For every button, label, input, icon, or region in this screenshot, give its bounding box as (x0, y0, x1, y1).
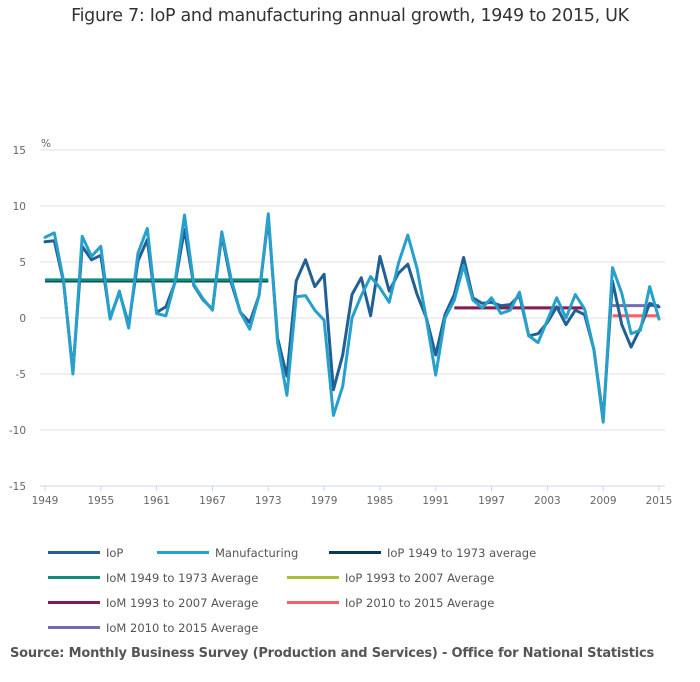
legend-swatch (287, 601, 339, 604)
y-axis-ticks: 15 10 5 0 -5 -10 -15 (9, 145, 26, 493)
legend-row: IoP Manufacturing IoP 1949 to 1973 average (48, 540, 608, 565)
legend-swatch (48, 576, 100, 579)
legend-swatch (48, 551, 100, 554)
y-tick-label: -10 (9, 425, 26, 437)
legend-item[interactable]: IoP 2010 to 2015 Average (287, 596, 494, 610)
legend-item[interactable]: IoP 1949 to 1973 average (329, 546, 536, 560)
legend-row: IoM 1949 to 1973 Average IoP 1993 to 2007… (48, 565, 608, 590)
legend-label: IoP 1949 to 1973 average (387, 545, 537, 560)
legend-label: IoP 1993 to 2007 Average (345, 570, 495, 585)
legend-swatch (329, 551, 381, 554)
legend-label: IoM 1993 to 2007 Average (106, 595, 259, 610)
legend-item[interactable]: IoM 2010 to 2015 Average (48, 621, 258, 635)
legend-swatch (157, 551, 209, 554)
legend-label: IoP 2010 to 2015 Average (345, 595, 495, 610)
legend-label: IoM 2010 to 2015 Average (106, 620, 259, 635)
x-tick-label: 1961 (143, 495, 170, 507)
x-tick-label: 1949 (32, 495, 59, 507)
legend-item[interactable]: IoM 1993 to 2007 Average (48, 596, 273, 610)
x-tick-label: 1979 (311, 495, 338, 507)
legend-row: IoM 2010 to 2015 Average (48, 615, 608, 640)
x-tick-label: 2015 (646, 495, 673, 507)
legend-row: IoM 1993 to 2007 Average IoP 2010 to 2015… (48, 590, 608, 615)
x-tick-label: 2003 (534, 495, 561, 507)
legend: IoP Manufacturing IoP 1949 to 1973 average… (48, 540, 608, 640)
x-tick-label: 1997 (478, 495, 505, 507)
legend-label: IoP (106, 545, 124, 560)
x-tick-label: 1985 (367, 495, 394, 507)
series-line-manufacturing (43, 212, 661, 424)
y-axis-unit-label: % (41, 138, 51, 150)
legend-swatch (48, 626, 100, 629)
x-tick-label: 1967 (199, 495, 226, 507)
x-tick-label: 1955 (87, 495, 114, 507)
legend-item[interactable]: IoM 1949 to 1973 Average (48, 571, 273, 585)
x-tick-label: 2009 (590, 495, 617, 507)
source-note: Source: Monthly Business Survey (Product… (10, 646, 655, 661)
y-tick-label: 0 (19, 313, 26, 325)
y-tick-label: -15 (9, 481, 26, 493)
legend-swatch (48, 601, 100, 604)
x-tick-label: 1973 (255, 495, 282, 507)
legend-item[interactable]: IoP 1993 to 2007 Average (287, 571, 494, 585)
legend-item[interactable]: Manufacturing (157, 546, 315, 560)
y-tick-label: 15 (13, 145, 26, 157)
legend-label: IoM 1949 to 1973 Average (106, 570, 259, 585)
legend-label: Manufacturing (215, 545, 299, 560)
chart-title: Figure 7: IoP and manufacturing annual g… (71, 6, 629, 26)
x-tick-label: 1991 (422, 495, 449, 507)
y-tick-label: -5 (16, 369, 26, 381)
x-axis: 1949 1955 1961 1967 1973 1979 1985 1991 1997 2003… (32, 485, 673, 507)
y-tick-label: 10 (13, 201, 26, 213)
y-tick-label: 5 (19, 257, 26, 269)
series-lines (43, 212, 661, 424)
legend-swatch (287, 576, 339, 579)
legend-item[interactable]: IoP (48, 546, 143, 560)
